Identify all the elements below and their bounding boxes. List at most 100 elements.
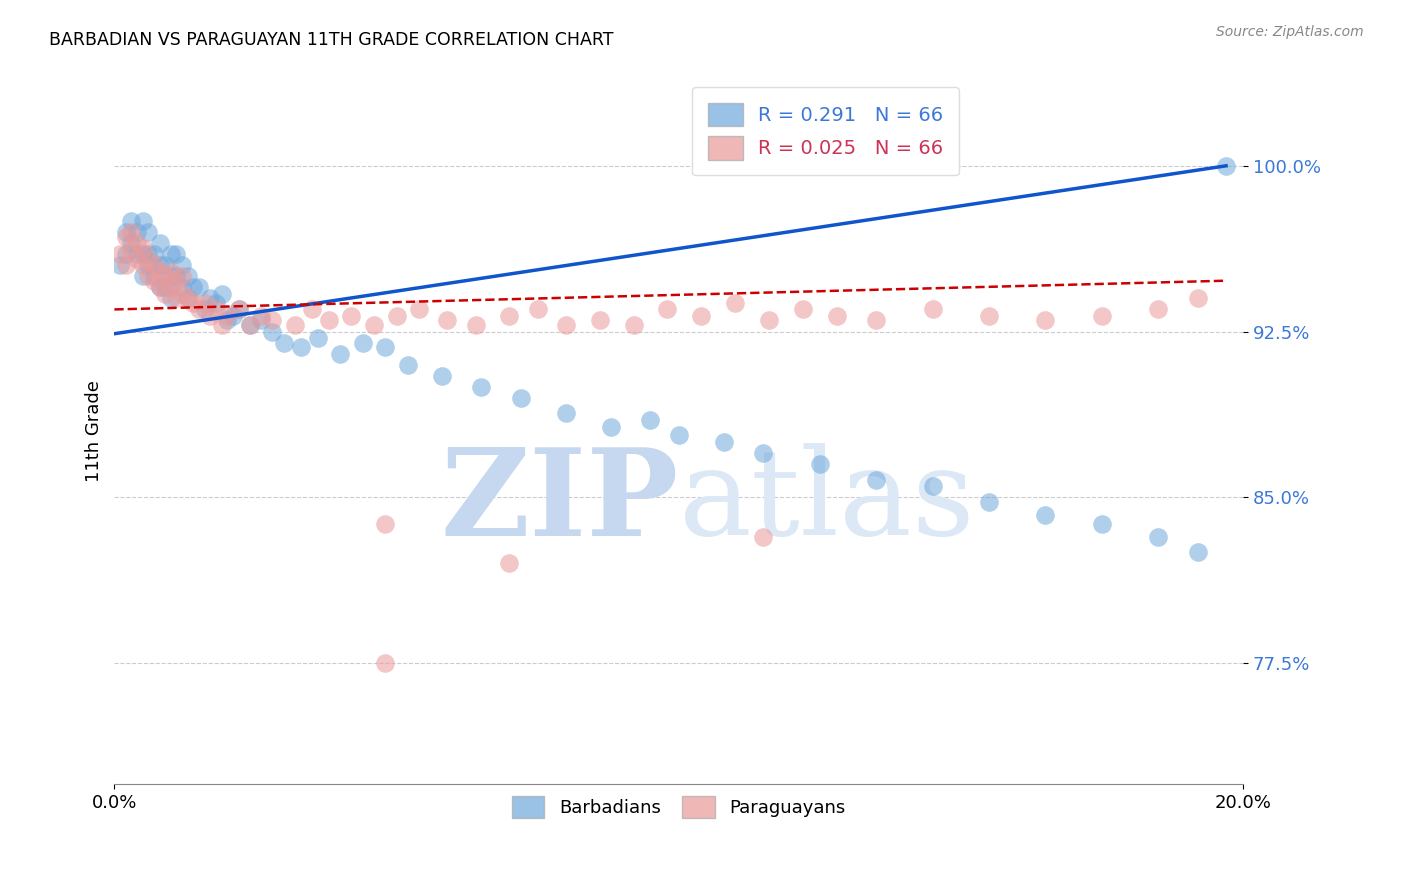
Point: [153, 269, 176, 284]
Point: [498, 309, 520, 323]
Point: [120, 214, 142, 228]
Point: [509, 391, 531, 405]
Point: [329, 346, 352, 360]
Point: [166, 247, 188, 261]
Point: [188, 280, 211, 294]
Point: [148, 280, 170, 294]
Point: [114, 247, 136, 261]
Point: [470, 380, 492, 394]
Point: [153, 258, 176, 272]
Point: [526, 302, 548, 317]
Point: [148, 265, 170, 279]
Point: [808, 457, 831, 471]
Point: [374, 340, 396, 354]
Point: [177, 292, 200, 306]
Point: [160, 292, 183, 306]
Point: [125, 225, 148, 239]
Point: [724, 295, 747, 310]
Point: [142, 274, 165, 288]
Text: atlas: atlas: [679, 443, 976, 560]
Point: [363, 318, 385, 332]
Point: [385, 309, 408, 323]
Point: [865, 473, 887, 487]
Point: [554, 318, 576, 332]
Point: [668, 428, 690, 442]
Point: [1187, 292, 1209, 306]
Point: [1091, 309, 1114, 323]
Point: [1215, 159, 1237, 173]
Point: [464, 318, 486, 332]
Point: [239, 318, 262, 332]
Point: [125, 236, 148, 251]
Point: [131, 258, 153, 272]
Point: [160, 280, 183, 294]
Point: [600, 419, 623, 434]
Point: [250, 309, 273, 323]
Point: [262, 325, 284, 339]
Point: [977, 494, 1000, 508]
Point: [1035, 313, 1057, 327]
Point: [752, 446, 775, 460]
Point: [183, 295, 205, 310]
Point: [1147, 530, 1170, 544]
Point: [205, 302, 228, 317]
Point: [301, 302, 323, 317]
Point: [1147, 302, 1170, 317]
Text: Source: ZipAtlas.com: Source: ZipAtlas.com: [1216, 25, 1364, 39]
Point: [194, 295, 217, 310]
Point: [228, 302, 250, 317]
Point: [222, 309, 245, 323]
Point: [408, 302, 430, 317]
Point: [752, 530, 775, 544]
Point: [166, 274, 188, 288]
Point: [160, 247, 183, 261]
Text: ZIP: ZIP: [440, 442, 679, 561]
Point: [160, 269, 183, 284]
Point: [239, 318, 262, 332]
Point: [211, 287, 233, 301]
Point: [114, 225, 136, 239]
Point: [172, 269, 194, 284]
Point: [136, 252, 159, 266]
Point: [758, 313, 780, 327]
Point: [262, 313, 284, 327]
Point: [136, 247, 159, 261]
Point: [125, 252, 148, 266]
Point: [436, 313, 458, 327]
Point: [153, 287, 176, 301]
Point: [228, 302, 250, 317]
Point: [200, 292, 222, 306]
Point: [177, 292, 200, 306]
Point: [217, 313, 239, 327]
Point: [690, 309, 713, 323]
Legend: Barbadians, Paraguayans: Barbadians, Paraguayans: [505, 789, 853, 825]
Point: [374, 656, 396, 670]
Point: [498, 557, 520, 571]
Point: [177, 269, 200, 284]
Point: [148, 258, 170, 272]
Point: [284, 318, 307, 332]
Point: [166, 269, 188, 284]
Point: [250, 313, 273, 327]
Point: [430, 368, 453, 383]
Point: [396, 358, 419, 372]
Point: [200, 309, 222, 323]
Point: [290, 340, 312, 354]
Point: [921, 479, 943, 493]
Point: [172, 280, 194, 294]
Point: [166, 292, 188, 306]
Point: [142, 269, 165, 284]
Point: [172, 258, 194, 272]
Point: [160, 265, 183, 279]
Point: [340, 309, 363, 323]
Point: [352, 335, 374, 350]
Point: [183, 280, 205, 294]
Point: [172, 287, 194, 301]
Point: [120, 236, 142, 251]
Point: [142, 247, 165, 261]
Point: [142, 258, 165, 272]
Point: [657, 302, 679, 317]
Point: [1187, 545, 1209, 559]
Point: [188, 302, 211, 317]
Point: [921, 302, 943, 317]
